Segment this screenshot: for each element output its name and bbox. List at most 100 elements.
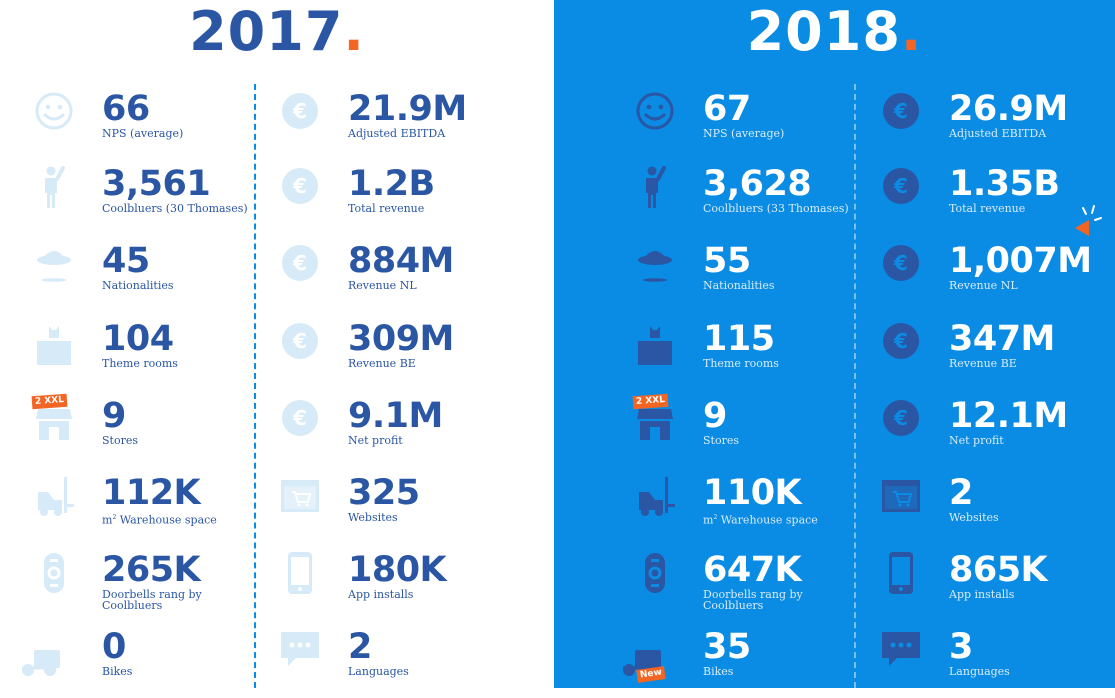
stat-label: Revenue BE — [949, 357, 1017, 370]
stat-label: Adjusted EBITDA — [348, 127, 446, 140]
euro-icon: € — [280, 242, 320, 286]
stat-label: Websites — [949, 511, 999, 524]
stat-value: 0 — [102, 627, 126, 667]
stat-label: NPS (average) — [703, 127, 785, 140]
euro-icon: € — [881, 242, 921, 286]
stat-value: 35 — [703, 627, 751, 667]
phone-icon — [280, 551, 320, 595]
stat-label: Stores — [102, 434, 138, 447]
stat-left-2: 3,628 Coolbluers (33 Thomases) — [635, 165, 865, 235]
stat-value: 1.2B — [348, 164, 435, 204]
svg-text:€: € — [292, 329, 307, 353]
stat-value: 884M — [348, 241, 454, 281]
svg-text:€: € — [893, 99, 908, 123]
year-title-2017: 2017. — [189, 0, 365, 63]
stat-value: 104 — [102, 319, 174, 359]
stat-label: Total revenue — [348, 202, 425, 215]
stat-label: Total revenue — [949, 202, 1026, 215]
stat-label: m2 Warehouse space — [703, 513, 818, 527]
stat-left-3: 55 Nationalities — [635, 242, 865, 312]
stat-label: Net profit — [348, 434, 403, 447]
stat-right-1: €21.9M Adjusted EBITDA — [280, 90, 510, 160]
stat-right-3: €884M Revenue NL — [280, 242, 510, 312]
stat-left-8: New 35 Bikes — [623, 627, 865, 698]
stat-right-1: €26.9M Adjusted EBITDA — [881, 90, 1111, 160]
stat-value: 45 — [102, 241, 150, 281]
euro-icon: € — [881, 90, 921, 134]
year-title-2018: 2018. — [746, 0, 923, 63]
stat-value: 309M — [348, 319, 454, 359]
smiley-icon — [34, 90, 74, 134]
stat-left-5: 2 XXL 9 Stores — [31, 393, 264, 467]
stat-left-8: 0 Bikes — [22, 627, 264, 698]
sparkle-flag-icon — [1067, 196, 1103, 240]
stat-value: 9.1M — [348, 396, 443, 436]
stat-label: Coolbluers (33 Thomases) — [703, 202, 849, 215]
theme-room-icon — [34, 322, 74, 366]
stat-value: 67 — [703, 89, 751, 129]
stat-label: Doorbells rang by Coolbluers — [703, 588, 803, 612]
stat-right-2: €1.35B Total revenue — [881, 165, 1111, 235]
stat-label: Revenue NL — [949, 279, 1018, 292]
stat-left-6: 112K m2 Warehouse space — [34, 474, 264, 544]
stat-value: 180K — [348, 550, 447, 590]
stat-value: 1,007M — [949, 241, 1092, 281]
speech-bubble-icon — [280, 628, 320, 672]
phone-icon — [881, 551, 921, 595]
stat-label: Nationalities — [102, 279, 174, 292]
person-waving-icon — [635, 165, 675, 209]
stat-right-4: €309M Revenue BE — [280, 320, 510, 390]
stat-value: 21.9M — [348, 89, 467, 129]
person-waving-icon — [34, 165, 74, 209]
stat-right-8: 3 Languages — [881, 628, 1111, 698]
stat-value: 9 — [703, 396, 727, 436]
panel-2017: 2017. 66 NPS (average) 3,561 Coolbluers (30… — [0, 0, 554, 688]
stat-label: NPS (average) — [102, 127, 184, 140]
stat-label: App installs — [949, 588, 1015, 601]
stat-label: m2 Warehouse space — [102, 513, 217, 527]
stat-left-6: 110K m2 Warehouse space — [635, 474, 865, 544]
dashed-divider — [854, 84, 856, 688]
stat-label: Revenue NL — [348, 279, 417, 292]
stat-value: 3,561 — [102, 164, 211, 204]
stat-value: 12.1M — [949, 396, 1068, 436]
badge: 2 XXL — [31, 393, 68, 410]
euro-icon: € — [881, 320, 921, 364]
stat-value: 265K — [102, 550, 201, 590]
dashed-divider — [254, 84, 256, 688]
stat-value: 325 — [348, 473, 420, 513]
stat-left-1: 67 NPS (average) — [635, 90, 865, 160]
stat-label: Languages — [348, 665, 409, 678]
stat-value: 26.9M — [949, 89, 1068, 129]
stat-label: Doorbells rang by Coolbluers — [102, 588, 202, 612]
stat-right-6: 2 Websites — [881, 474, 1111, 544]
stat-left-2: 3,561 Coolbluers (30 Thomases) — [34, 165, 264, 235]
stat-right-5: €12.1M Net profit — [881, 397, 1111, 467]
store-icon — [635, 397, 675, 441]
badge: 2 XXL — [632, 393, 669, 410]
stat-label: Websites — [348, 511, 398, 524]
svg-text:€: € — [292, 174, 307, 198]
panel-2018: 2018. 67 NPS (average) 3,628 Coolbluers (33… — [554, 0, 1115, 688]
euro-icon: € — [280, 165, 320, 209]
stat-left-7: 647K Doorbells rang by Coolbluers — [635, 551, 865, 621]
svg-text:€: € — [893, 329, 908, 353]
stat-value: 865K — [949, 550, 1048, 590]
stat-label: Bikes — [703, 665, 734, 678]
ufo-icon — [34, 242, 74, 286]
stat-label: Net profit — [949, 434, 1004, 447]
stat-value: 1.35B — [949, 164, 1060, 204]
stat-label: Coolbluers (30 Thomases) — [102, 202, 248, 215]
stat-label: App installs — [348, 588, 414, 601]
stat-right-4: €347M Revenue BE — [881, 320, 1111, 390]
forklift-icon — [34, 474, 74, 518]
ufo-icon — [635, 242, 675, 286]
theme-room-icon — [635, 322, 675, 366]
speech-bubble-icon — [881, 628, 921, 672]
euro-icon: € — [881, 397, 921, 441]
stat-left-1: 66 NPS (average) — [34, 90, 264, 160]
doorbell-icon — [635, 551, 675, 595]
bike-icon — [20, 638, 60, 682]
stat-value: 2 — [348, 627, 372, 667]
stat-label: Theme rooms — [102, 357, 178, 370]
